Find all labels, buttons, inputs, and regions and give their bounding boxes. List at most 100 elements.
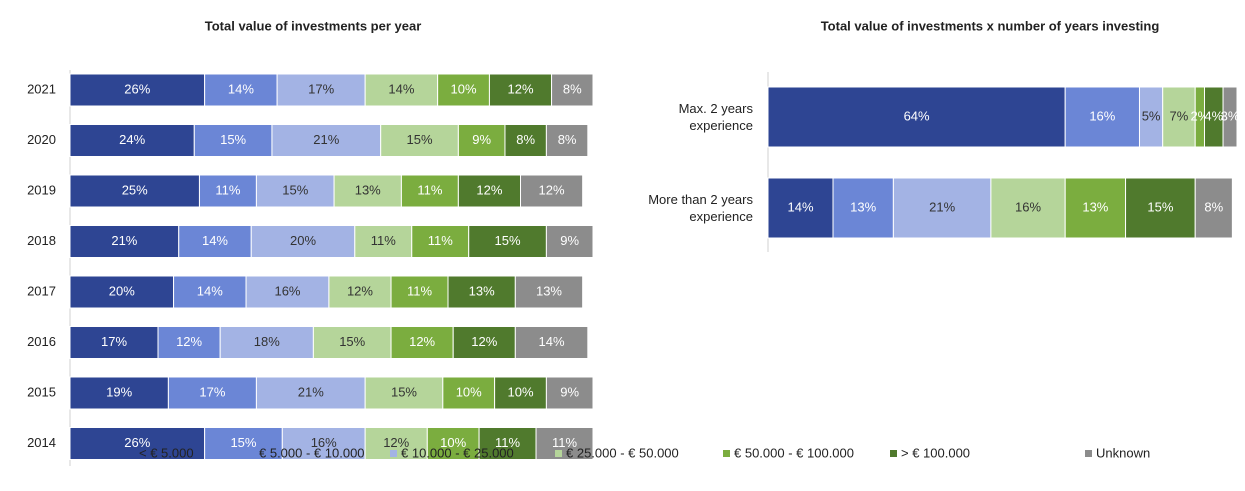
value-label: 11% bbox=[371, 233, 396, 248]
value-label: 12% bbox=[383, 435, 409, 450]
value-label: 12% bbox=[476, 182, 502, 197]
legend-swatch bbox=[390, 450, 397, 457]
bar-segment bbox=[400, 174, 459, 208]
value-label: 11% bbox=[552, 435, 577, 450]
bar-segment bbox=[69, 275, 175, 309]
value-label: 20% bbox=[109, 283, 135, 298]
value-label: 15% bbox=[282, 182, 308, 197]
bar-segment bbox=[504, 124, 547, 157]
legend-swatch bbox=[248, 450, 255, 457]
value-label: 11% bbox=[428, 233, 453, 248]
legend-swatch bbox=[890, 450, 897, 457]
value-label: 12% bbox=[409, 334, 435, 349]
bar-segment bbox=[390, 275, 449, 309]
value-label: 17% bbox=[199, 384, 225, 399]
bar-segment bbox=[219, 326, 314, 359]
category-label: 2017 bbox=[27, 283, 56, 298]
value-label: 14% bbox=[539, 334, 565, 349]
value-label: 16% bbox=[1015, 199, 1041, 214]
value-label: 14% bbox=[202, 233, 228, 248]
value-label: 5% bbox=[1142, 108, 1161, 123]
value-label: 13% bbox=[850, 199, 876, 214]
legend-swatch bbox=[723, 450, 730, 457]
bar-segment bbox=[494, 376, 547, 410]
value-label: 64% bbox=[904, 108, 930, 123]
value-label: 14% bbox=[787, 199, 813, 214]
value-label: 26% bbox=[124, 435, 150, 450]
value-label: 12% bbox=[347, 283, 373, 298]
value-label: 8% bbox=[1204, 199, 1223, 214]
value-label: 15% bbox=[339, 334, 365, 349]
value-label: 10% bbox=[456, 384, 482, 399]
legend-label: > € 100.000 bbox=[901, 445, 970, 460]
value-label: 8% bbox=[563, 81, 582, 96]
bar-segment bbox=[520, 174, 584, 208]
category-label: More than 2 years experience bbox=[648, 192, 753, 224]
value-label: 15% bbox=[391, 384, 417, 399]
chart-title: Total value of investments x number of y… bbox=[821, 18, 1160, 33]
bar-segment bbox=[198, 174, 257, 208]
value-label: 12% bbox=[539, 182, 565, 197]
value-label: 8% bbox=[558, 132, 577, 147]
bar-segment bbox=[204, 427, 283, 460]
bar-segment bbox=[333, 174, 402, 208]
value-label: 19% bbox=[106, 384, 132, 399]
bar-segment bbox=[69, 174, 200, 208]
legend-label: € 50.000 - € 100.000 bbox=[734, 445, 854, 460]
bar-segment bbox=[255, 174, 335, 208]
bar-segment bbox=[1064, 86, 1140, 148]
value-label: 14% bbox=[228, 81, 254, 96]
bar-segment bbox=[468, 225, 547, 258]
value-label: 21% bbox=[313, 132, 339, 147]
category-label: 2019 bbox=[27, 182, 56, 197]
value-label: 11% bbox=[407, 283, 432, 298]
value-label: 13% bbox=[1082, 199, 1108, 214]
value-label: 4% bbox=[1204, 108, 1223, 123]
category-label: 2018 bbox=[27, 233, 56, 248]
legend-swatch bbox=[128, 450, 135, 457]
bar-segment bbox=[271, 124, 382, 157]
value-label: 3% bbox=[1221, 108, 1240, 123]
value-label: 9% bbox=[472, 132, 491, 147]
bar-segment bbox=[514, 275, 584, 309]
bar-segment bbox=[457, 174, 522, 208]
value-label: 11% bbox=[495, 435, 520, 450]
value-label: 13% bbox=[469, 283, 495, 298]
value-label: 17% bbox=[308, 81, 334, 96]
bar-segment bbox=[204, 73, 278, 107]
value-label: 12% bbox=[176, 334, 202, 349]
bar-segment bbox=[193, 124, 273, 157]
category-label: Max. 2 years experience bbox=[678, 101, 753, 133]
value-label: 15% bbox=[495, 233, 521, 248]
value-label: 14% bbox=[197, 283, 223, 298]
value-label: 16% bbox=[311, 435, 337, 450]
bar-segment bbox=[551, 73, 594, 107]
bar-segment bbox=[1064, 177, 1127, 239]
bar-segment bbox=[545, 376, 594, 410]
value-label: 21% bbox=[111, 233, 137, 248]
bar-segment bbox=[157, 326, 221, 359]
value-label: 14% bbox=[388, 81, 414, 96]
value-label: 25% bbox=[122, 182, 148, 197]
value-label: 26% bbox=[124, 81, 150, 96]
value-label: 15% bbox=[1147, 199, 1173, 214]
bar-segment bbox=[442, 376, 496, 410]
legend-swatch bbox=[1085, 450, 1092, 457]
legend-label: € 25.000 - € 50.000 bbox=[566, 445, 679, 460]
value-label: 10% bbox=[507, 384, 533, 399]
value-label: 11% bbox=[417, 182, 442, 197]
bar-segment bbox=[245, 275, 330, 309]
legend-swatch bbox=[555, 450, 562, 457]
bar-segment bbox=[514, 326, 589, 359]
bar-segment bbox=[276, 73, 366, 107]
value-label: 9% bbox=[560, 233, 579, 248]
value-label: 16% bbox=[1089, 108, 1115, 123]
value-label: 13% bbox=[536, 283, 562, 298]
value-label: 16% bbox=[274, 283, 300, 298]
bar-segment bbox=[380, 124, 459, 157]
bar-segment bbox=[250, 225, 356, 258]
value-label: 11% bbox=[215, 182, 240, 197]
value-label: 13% bbox=[355, 182, 381, 197]
